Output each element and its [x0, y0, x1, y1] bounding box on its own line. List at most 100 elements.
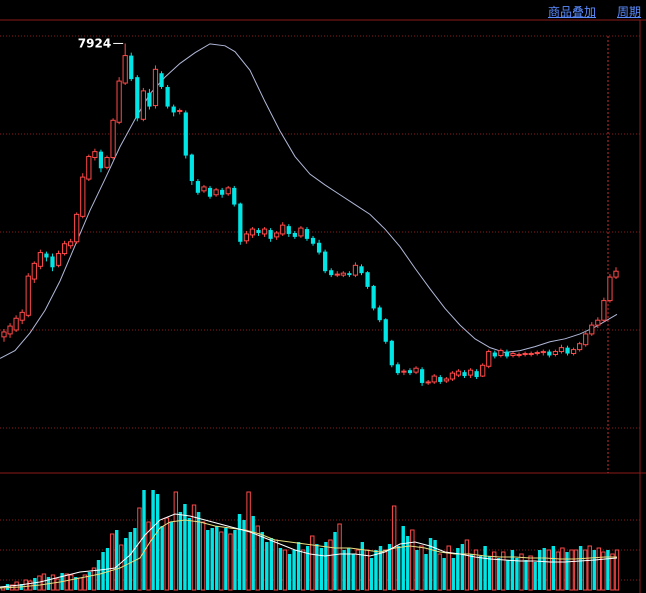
candle-body-down — [383, 319, 388, 342]
candle-body-up — [177, 109, 183, 112]
candle-body-up — [522, 353, 528, 356]
volume-bar-down — [351, 554, 355, 590]
candle-body-up — [261, 228, 268, 235]
candle-body-down — [232, 187, 237, 205]
volume-bar-down — [233, 530, 237, 590]
candle-body-up — [55, 253, 62, 266]
candle-body-up — [140, 90, 146, 120]
period-button[interactable]: 周期 — [617, 5, 642, 19]
candle-body-down — [268, 230, 273, 239]
volume-bar-up — [200, 521, 206, 591]
volume-bar-up — [328, 539, 333, 591]
volume-bar-up — [560, 547, 565, 591]
candle-body-up — [510, 353, 516, 356]
candle-body-up — [213, 189, 219, 196]
volume-bar-down — [424, 554, 428, 590]
volume-bar-down — [387, 544, 392, 590]
volume-bar-down — [592, 550, 596, 590]
candle-body-up — [552, 351, 559, 355]
candle-body-up — [607, 276, 613, 302]
candle-body-down — [438, 377, 443, 382]
volume-bar-down — [178, 512, 183, 590]
volume-bar-down — [169, 522, 173, 590]
candle-body-up — [152, 68, 159, 107]
volume-bar-down — [287, 554, 292, 590]
volume-bar-down — [537, 550, 542, 590]
candle-body-down — [135, 77, 140, 119]
volume-bar-down — [315, 544, 319, 590]
candle-body-up — [243, 233, 249, 242]
volume-bar-up — [337, 523, 342, 591]
candle-body-up — [431, 375, 437, 383]
candle-body-up — [13, 317, 19, 331]
volume-bar-down — [369, 558, 374, 590]
candle-body-down — [389, 340, 394, 366]
candle-body-down — [44, 253, 49, 258]
volume-bar-down — [360, 542, 365, 590]
candle-body-up — [19, 311, 25, 321]
volume-bar-down — [396, 546, 401, 590]
candle-body-up — [589, 324, 595, 335]
volume-bar-down — [428, 538, 433, 590]
volume-bar-down — [187, 518, 192, 590]
volume-ma-white-line — [0, 513, 618, 588]
volume-bar-down — [406, 536, 410, 590]
volume-bar-down — [319, 548, 324, 590]
volume-bar-down — [5, 584, 10, 590]
volume-bar-down — [251, 516, 255, 590]
candle-body-up — [583, 333, 589, 346]
volume-bar-down — [497, 558, 501, 590]
candle-body-down — [474, 371, 479, 378]
candle-body-up — [25, 275, 31, 316]
volume-bar-up — [419, 545, 424, 591]
candle-body-down — [316, 242, 322, 253]
candle-body-down — [565, 347, 570, 354]
volume-bar-up — [501, 551, 506, 591]
volume-bar-down — [442, 558, 446, 590]
candle-body-up — [92, 151, 98, 159]
volume-bar-up — [164, 517, 169, 591]
volume-bar-up — [596, 547, 602, 591]
candle-body-up — [413, 367, 419, 373]
volume-bar-up — [491, 551, 497, 591]
volume-bar-down — [378, 546, 383, 590]
volume-bar-up — [64, 573, 69, 591]
candle-body-down — [286, 226, 291, 234]
candle-body-down — [407, 370, 413, 374]
volume-bar-down — [96, 560, 101, 590]
volume-bar-up — [191, 504, 197, 591]
candle-body-down — [304, 229, 310, 239]
candle-body-up — [577, 343, 583, 351]
volume-bar-up — [55, 578, 60, 591]
candle-body-down — [98, 151, 104, 169]
volume-bar-up — [473, 549, 479, 591]
volume-bar-down — [460, 544, 465, 590]
candle-body-up — [425, 381, 431, 384]
candle-body-up — [7, 325, 13, 335]
volume-bar-up — [228, 533, 233, 591]
candle-body-up — [352, 264, 359, 276]
volume-bar-down — [33, 578, 37, 590]
volume-bar-down — [506, 560, 510, 590]
volume-bar-down — [333, 532, 337, 590]
volume-bar-down — [433, 540, 437, 590]
candle-body-up — [249, 228, 256, 236]
volume-bar-down — [124, 538, 128, 590]
volume-bar-up — [310, 535, 315, 591]
candle-body-up — [443, 378, 449, 382]
candle-body-up — [480, 364, 486, 377]
candle-body-down — [189, 154, 194, 182]
candle-body-down — [492, 352, 497, 357]
candle-body-down — [329, 270, 334, 276]
candle-body-up — [110, 119, 116, 159]
candle-body-up — [201, 186, 207, 192]
candle-body-up — [613, 270, 619, 278]
volume-bar-up — [23, 579, 28, 591]
candle-body-up — [104, 157, 110, 168]
volume-bar-down — [510, 550, 515, 590]
candle-body-down — [165, 86, 170, 107]
candle-body-down — [504, 351, 510, 357]
overlay-button[interactable]: 商品叠加 — [548, 5, 597, 19]
candle-body-down — [159, 73, 164, 87]
